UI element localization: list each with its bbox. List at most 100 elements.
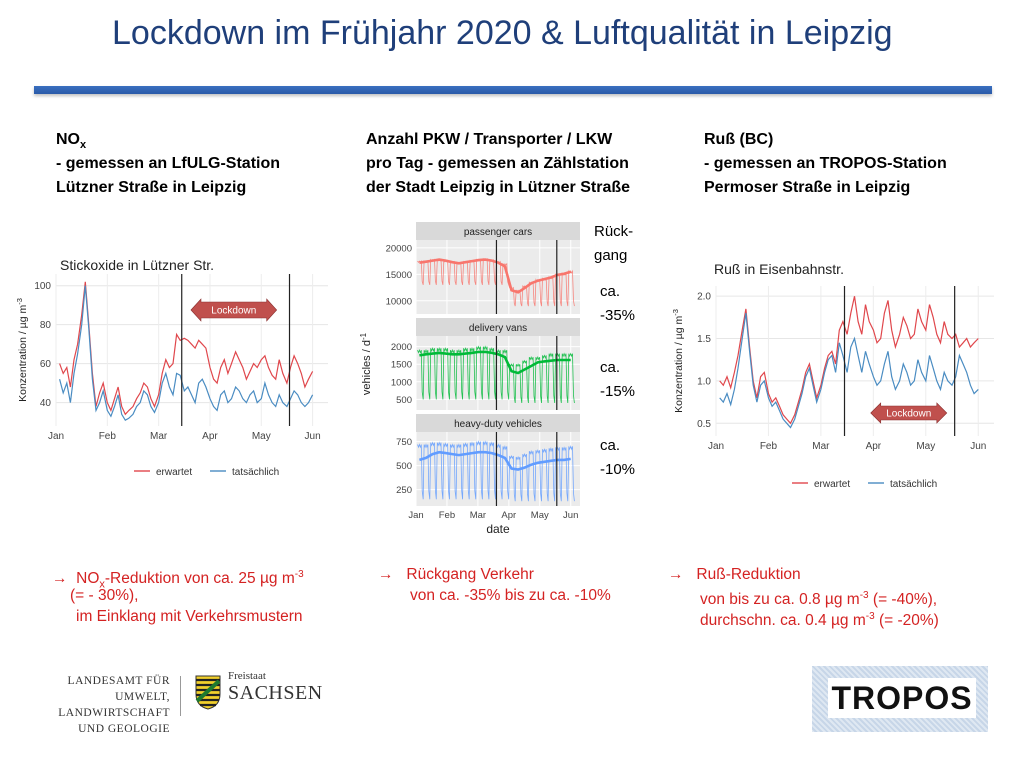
nox-header: NOx - gemessen an LfULG-Station Lützner … (56, 128, 280, 200)
x-tick-label: Mar (470, 510, 486, 521)
x-tick-label: Jun (305, 431, 321, 442)
y-axis-label: Konzentration / µg m-3 (671, 309, 685, 413)
conclusion-line: von ca. -35% bis zu ca. -10% (410, 587, 611, 604)
y-tick-label: 1.5 (697, 334, 711, 345)
lockdown-annotation: Lockdown (870, 402, 948, 424)
x-tick-label: Jan (708, 441, 724, 452)
bc-head-line: - gemessen an TROPOS-Station (704, 155, 947, 172)
series-line-actual (719, 313, 979, 429)
conclusion-text: Rückgang Verkehr (406, 566, 534, 583)
x-tick-label: May (252, 431, 271, 442)
y-tick-label: 500 (396, 461, 412, 472)
x-tick-label: Feb (99, 431, 117, 442)
logo-divider (180, 676, 181, 716)
x-axis-label: date (486, 522, 510, 534)
legend-label-actual: tatsächlich (232, 467, 279, 478)
conclusion-text: (= -20%) (874, 612, 939, 630)
lockdown-arrow-icon (870, 402, 948, 424)
saxony-coat-of-arms-icon (195, 675, 221, 710)
legend-label-expected: erwartet (156, 467, 192, 478)
y-tick-label: 1500 (391, 360, 412, 371)
lfulg-line: UND GEOLOGIE (78, 723, 170, 735)
y-tick-label: 60 (40, 359, 52, 370)
y-tick-label: 0.5 (697, 419, 711, 430)
rueckgang-note: Rück- gang (594, 220, 633, 268)
x-tick-label: Feb (439, 510, 455, 521)
nox-head-sub: x (80, 139, 87, 152)
vans-reduction: ca. -15% (600, 356, 635, 404)
weekly-trend-line (419, 258, 572, 294)
x-tick-label: Mar (150, 431, 168, 442)
conclusion-sub: x (99, 578, 105, 591)
chart-title: Ruß in Eisenbahnstr. (714, 261, 844, 277)
hdv-pct: -10% (600, 461, 636, 478)
panel-strip (416, 222, 580, 240)
hdv-reduction: ca. -10% (600, 434, 635, 482)
bc-head-line: Ruß (BC) (704, 131, 774, 148)
y-tick-label: 500 (396, 395, 412, 406)
y-tick-label: 1000 (391, 377, 412, 388)
x-tick-label: Mar (812, 441, 830, 452)
series-line-expected (59, 281, 314, 416)
y-tick-label: 250 (396, 485, 412, 496)
nox-conclusion: → NOx-Reduktion von ca. 25 µg m-3 (= - 3… (52, 564, 304, 627)
legend-label-expected: erwartet (814, 479, 850, 490)
series-line-actual (59, 285, 314, 422)
y-tick-label: 1.0 (697, 376, 711, 387)
rueckgang-line: Rück- (594, 223, 634, 240)
y-tick-label: 2000 (391, 342, 412, 353)
traffic-chart: passenger cars 10000 15000 20000 delivery va… (359, 222, 580, 534)
conclusion-text: Ruß-Reduktion (696, 566, 801, 583)
freistaat-label: Freistaat (228, 670, 266, 682)
y-axis-label: Konzentration / µg m-3 (15, 298, 29, 402)
lfulg-line: LANDWIRTSCHAFT (58, 707, 170, 719)
y-tick-label: 2.0 (697, 292, 711, 303)
tropos-logo: TROPOS (812, 666, 988, 732)
conclusion-line: (= - 30%), (70, 587, 139, 604)
y-tick-label: 40 (40, 398, 52, 409)
vans-ca: ca. (600, 359, 621, 376)
traffic-head-line: Anzahl PKW / Transporter / LKW (366, 131, 613, 148)
conclusion-sup: -3 (865, 611, 875, 622)
plot-panel (56, 274, 328, 426)
lfulg-logo: LANDESAMT FÜR UMWELT, LANDWIRTSCHAFT UND… (36, 673, 170, 737)
slide-title: Lockdown im Frühjahr 2020 & Luftqualität… (112, 14, 893, 52)
y-tick-label: 100 (34, 281, 51, 292)
traffic-header: Anzahl PKW / Transporter / LKW pro Tag -… (366, 128, 630, 200)
nox-head-main: NO (56, 131, 80, 148)
y-tick-label: 20000 (386, 243, 412, 254)
x-tick-label: Jan (408, 510, 423, 521)
conclusion-sup: -3 (859, 590, 869, 601)
traffic-head-line: pro Tag - gemessen an Zählstation (366, 155, 629, 172)
cars-reduction: ca. -35% (600, 280, 635, 328)
y-tick-label: 10000 (386, 296, 412, 307)
x-tick-label: May (916, 441, 935, 452)
x-tick-label: Jun (563, 510, 578, 521)
x-tick-label: May (531, 510, 549, 521)
conclusion-line: im Einklang mit Verkehrsmustern (76, 608, 303, 625)
panel-strip (416, 414, 580, 432)
x-tick-label: Jun (970, 441, 986, 452)
nox-head-line: Lützner Straße in Leipzig (56, 179, 247, 196)
lockdown-annotation: Lockdown (190, 298, 278, 322)
nox-chart: Stickoxide in Lützner Str. 40 60 80 100 Jan Fe… (15, 257, 328, 478)
y-tick-label: 750 (396, 437, 412, 448)
cars-pct: -35% (600, 307, 636, 324)
tropos-wordmark: TROPOS (831, 680, 973, 716)
y-axis-label: vehicles / d-1 (359, 332, 373, 395)
arrow-icon: → (668, 566, 684, 583)
conclusion-text: durchschn. ca. 0.4 µg m (700, 612, 866, 630)
conclusion-text: NO (76, 570, 100, 588)
cars-ca: ca. (600, 283, 621, 300)
lockdown-label: Lockdown (886, 409, 931, 420)
y-tick-label: 80 (40, 320, 52, 331)
panel-label: passenger cars (464, 227, 532, 238)
traffic-conclusion: → Rückgang Verkehr von ca. -35% bis zu c… (378, 564, 611, 606)
lockdown-label: Lockdown (211, 306, 256, 317)
panel-label: delivery vans (469, 323, 527, 334)
conclusion-text: von bis zu ca. 0.8 µg m (700, 591, 860, 609)
weekly-trend-line (419, 450, 571, 471)
plot-panel (716, 286, 994, 436)
conclusion-sup: -3 (294, 569, 304, 580)
x-tick-label: Feb (760, 441, 778, 452)
